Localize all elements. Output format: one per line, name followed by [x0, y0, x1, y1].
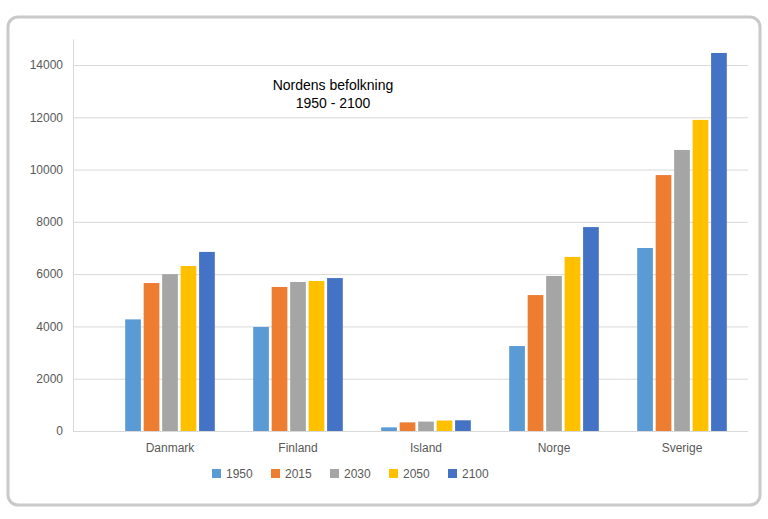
y-tick: 6000 — [36, 267, 73, 281]
bar — [583, 227, 599, 431]
y-tick-label: 2000 — [36, 372, 63, 386]
legend-label: 2050 — [403, 467, 430, 481]
legend-label: 2100 — [462, 467, 489, 481]
bar — [711, 53, 727, 431]
legend-item: 2100 — [448, 467, 489, 481]
x-tick-label: Island — [410, 441, 442, 455]
y-tick: 2000 — [36, 372, 73, 386]
y-tick-label: 12000 — [30, 111, 64, 125]
x-tick: Island — [410, 431, 442, 455]
series — [144, 175, 672, 431]
grid-line — [73, 170, 748, 171]
y-tick: 0 — [56, 424, 73, 438]
y-tick-label: 8000 — [36, 215, 63, 229]
grid-line — [73, 65, 748, 66]
bar — [290, 282, 306, 431]
chart-frame — [8, 17, 760, 505]
bar — [327, 278, 343, 431]
legend-item: 2015 — [271, 467, 312, 481]
grid — [73, 66, 748, 432]
bar — [565, 257, 581, 431]
legend-item: 1950 — [212, 467, 253, 481]
series — [125, 248, 653, 431]
legend: 1950 2015 2030 2050 2100 — [212, 467, 489, 481]
grid-line — [73, 222, 748, 223]
x-tick: Finland — [278, 431, 317, 455]
bar — [272, 287, 288, 431]
y-tick: 8000 — [36, 215, 73, 229]
bars — [125, 53, 727, 431]
x-tick: Norge — [538, 431, 571, 455]
x-axis-line — [107, 431, 747, 432]
legend-label: 2015 — [285, 467, 312, 481]
title: Nordens befolkning — [273, 77, 394, 93]
bar — [309, 281, 325, 431]
y-tick: 12000 — [30, 111, 73, 125]
y-tick-label: 4000 — [36, 320, 63, 334]
bar — [381, 427, 397, 431]
y-tick-label: 6000 — [36, 267, 63, 281]
y-tick-label: 10000 — [30, 163, 64, 177]
bar — [181, 266, 197, 431]
subtitle: 1950 - 2100 — [296, 95, 371, 111]
legend-swatch — [389, 469, 398, 478]
bar — [199, 252, 215, 431]
bar — [125, 319, 141, 431]
y-tick: 10000 — [30, 163, 73, 177]
legend-swatch — [212, 469, 221, 478]
y-tick-label: 0 — [56, 424, 63, 438]
bar — [418, 422, 434, 431]
grid-line — [73, 431, 748, 432]
legend-swatch — [271, 469, 280, 478]
y-axis: 0 2000 4000 6000 8000 10000 12000 14000 — [30, 39, 74, 438]
bar — [400, 422, 416, 431]
legend-label: 1950 — [226, 467, 253, 481]
bar — [656, 175, 672, 431]
bar — [637, 248, 653, 431]
bar — [546, 276, 562, 431]
bar — [144, 283, 160, 431]
bar — [674, 150, 690, 431]
x-tick-label: Norge — [538, 441, 571, 455]
legend-swatch — [448, 469, 457, 478]
legend-item: 2030 — [330, 467, 371, 481]
bar — [162, 274, 178, 431]
bar — [509, 346, 525, 431]
x-tick-label: Danmark — [146, 441, 196, 455]
series — [181, 120, 709, 431]
x-tick: Danmark — [146, 431, 196, 455]
grid-line — [73, 117, 748, 118]
bar — [455, 420, 471, 431]
x-axis: Danmark Finland Island Norge Sverige — [107, 431, 747, 455]
x-tick-label: Finland — [278, 441, 317, 455]
legend-item: 2050 — [389, 467, 430, 481]
bar — [437, 421, 453, 431]
chart: 0 2000 4000 6000 8000 10000 12000 14000 Danmark F… — [0, 0, 768, 519]
series — [162, 150, 690, 431]
y-tick: 4000 — [36, 320, 73, 334]
x-tick: Sverige — [662, 431, 703, 455]
y-axis-line — [73, 39, 74, 431]
x-tick-label: Sverige — [662, 441, 703, 455]
series — [199, 53, 727, 431]
y-tick-label: 14000 — [30, 58, 64, 72]
legend-swatch — [330, 469, 339, 478]
legend-label: 2030 — [344, 467, 371, 481]
bar — [693, 120, 709, 431]
y-tick: 14000 — [30, 58, 73, 72]
bar — [253, 327, 269, 431]
bar — [528, 295, 544, 431]
